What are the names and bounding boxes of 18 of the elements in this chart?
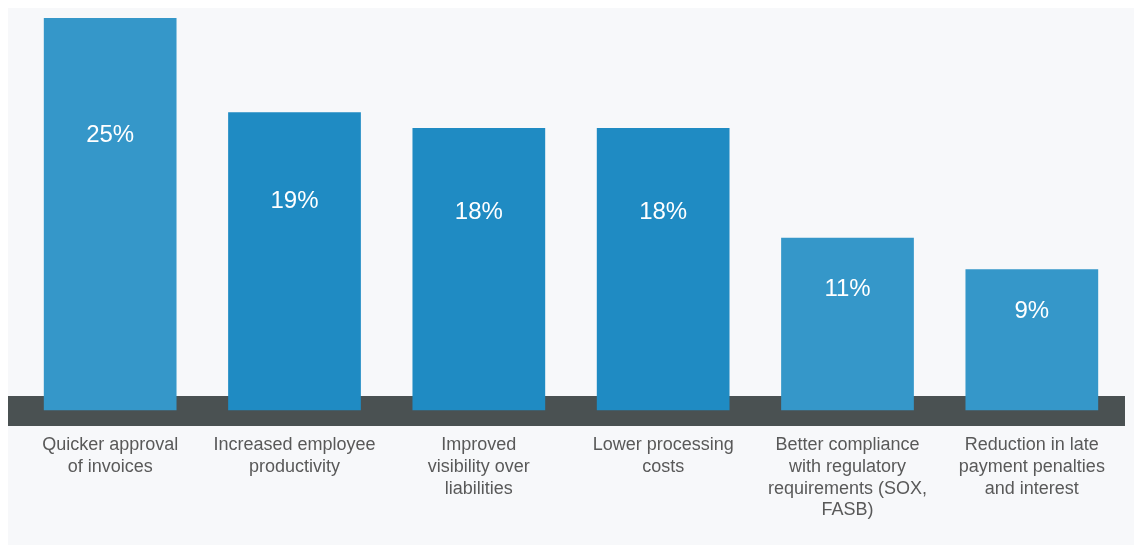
bar bbox=[43, 18, 177, 411]
x-tick-label: Increased employee productivity bbox=[213, 434, 376, 476]
data-label: 19% bbox=[270, 186, 319, 214]
data-label: 18% bbox=[454, 197, 503, 225]
x-tick-label: Reduction in late payment penalties and interest bbox=[958, 434, 1105, 498]
x-tick-label: Lower processing costs bbox=[592, 434, 734, 476]
data-label: 11% bbox=[824, 274, 871, 302]
data-label: 18% bbox=[639, 197, 688, 225]
x-tick-label: Improved visibility over liabilities bbox=[427, 434, 530, 498]
bar bbox=[596, 127, 730, 411]
data-label: 9% bbox=[1014, 296, 1050, 324]
bar bbox=[781, 237, 914, 411]
x-tick-label: Better compliance with regulatory requirements (SOX, FASB) bbox=[767, 434, 928, 520]
bar bbox=[412, 127, 546, 411]
x-tick-label: Quicker approval of invoices bbox=[42, 434, 179, 476]
data-label: 25% bbox=[86, 120, 135, 148]
bar bbox=[228, 112, 361, 411]
bar bbox=[965, 269, 1099, 411]
